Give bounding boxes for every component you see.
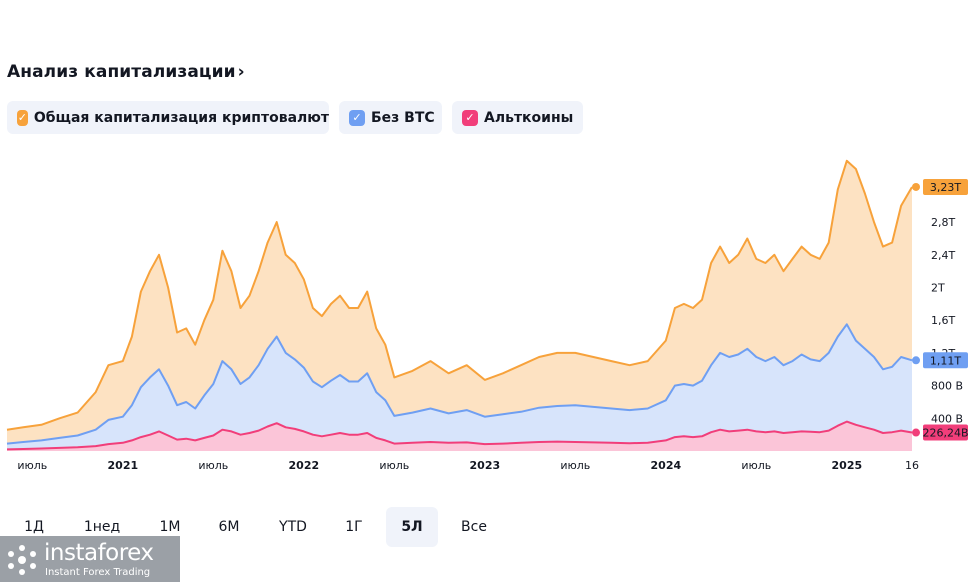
watermark: instaforex Instant Forex Trading — [0, 536, 180, 582]
market-cap-chart[interactable]: июль 2021 июль 2022 июль 2023 июль 2024 июль 2025… — [0, 150, 979, 480]
range-all[interactable]: Все — [461, 519, 487, 535]
legend-chip-total[interactable]: ✓ Общая капитализация криптовалют — [7, 101, 329, 134]
y-tick-label: 1,6T — [931, 314, 955, 327]
checkbox-icon[interactable]: ✓ — [17, 109, 28, 126]
series-line-0 — [6, 159, 913, 431]
last-value-label: 226,24B — [922, 427, 968, 440]
last-value-dot — [912, 182, 920, 191]
series-areas — [6, 159, 913, 452]
y-tick-label: 400 B — [931, 412, 963, 425]
checkbox-icon[interactable]: ✓ — [349, 109, 365, 126]
series-line-1 — [6, 323, 913, 445]
last-value-badge — [923, 352, 968, 369]
last-value-label: 1,11T — [930, 354, 961, 367]
legend-chip-ex-btc[interactable]: ✓ Без BTC — [339, 101, 442, 134]
series-area-1 — [7, 324, 912, 451]
page-title[interactable]: Анализ капитализации › — [7, 62, 245, 82]
legend-chip-altcoins[interactable]: ✓ Альткоины — [452, 101, 583, 134]
legend-label: Общая капитализация криптовалют — [33, 109, 329, 126]
x-tick-label: июль — [741, 459, 771, 472]
x-tick-label: 2022 — [289, 459, 320, 472]
x-axis-labels: июль 2021 июль 2022 июль 2023 июль 2024 июль 2025… — [17, 459, 919, 472]
chevron-right-icon: › — [237, 62, 245, 82]
range-5y[interactable]: 5Л — [386, 507, 438, 547]
range-1w[interactable]: 1нед — [83, 519, 121, 535]
watermark-brand: instaforex — [44, 540, 154, 566]
watermark-background — [0, 536, 180, 582]
last-value-badge — [923, 178, 968, 195]
last-value-badge — [923, 424, 968, 441]
instaforex-logo-icon — [8, 545, 36, 575]
range-ytd[interactable]: YTD — [279, 519, 307, 535]
checkbox-icon[interactable]: ✓ — [462, 109, 478, 126]
x-tick-label: июль — [17, 459, 47, 472]
legend-label: Альткоины — [484, 109, 574, 126]
y-tick-label: 2T — [931, 282, 945, 295]
x-tick-label: июль — [560, 459, 590, 472]
x-tick-label: июль — [379, 459, 409, 472]
x-tick-label: 2024 — [651, 459, 682, 472]
watermark-tagline: Instant Forex Trading — [45, 567, 151, 578]
range-6m[interactable]: 6М — [218, 519, 240, 535]
range-1m[interactable]: 1М — [159, 519, 181, 535]
y-tick-label: 2,8T — [931, 216, 955, 229]
range-1y[interactable]: 1Г — [345, 519, 363, 535]
last-value-dot — [912, 428, 920, 437]
y-tick-label: 2,4T — [931, 249, 955, 262]
x-tick-label: июль — [198, 459, 228, 472]
y-tick-label: 800 B — [931, 380, 963, 393]
x-tick-label: 2025 — [832, 459, 863, 472]
range-1d[interactable]: 1Д — [24, 519, 44, 535]
last-value-label: 3,23T — [930, 181, 961, 194]
x-tick-label: 2021 — [108, 459, 139, 472]
legend-label: Без BTC — [371, 109, 435, 126]
range-selector: 1Д 1нед 1М 6М YTD 1Г 5Л Все — [0, 507, 600, 547]
x-tick-label: 2023 — [470, 459, 501, 472]
x-tick-label: 16 — [905, 459, 919, 472]
last-value-markers: 3,23T 1,11T 226,24B — [912, 178, 969, 441]
series-area-2 — [7, 421, 912, 451]
title-text: Анализ капитализации — [7, 62, 236, 82]
series-line-2 — [6, 420, 913, 451]
last-value-dot — [912, 356, 920, 365]
